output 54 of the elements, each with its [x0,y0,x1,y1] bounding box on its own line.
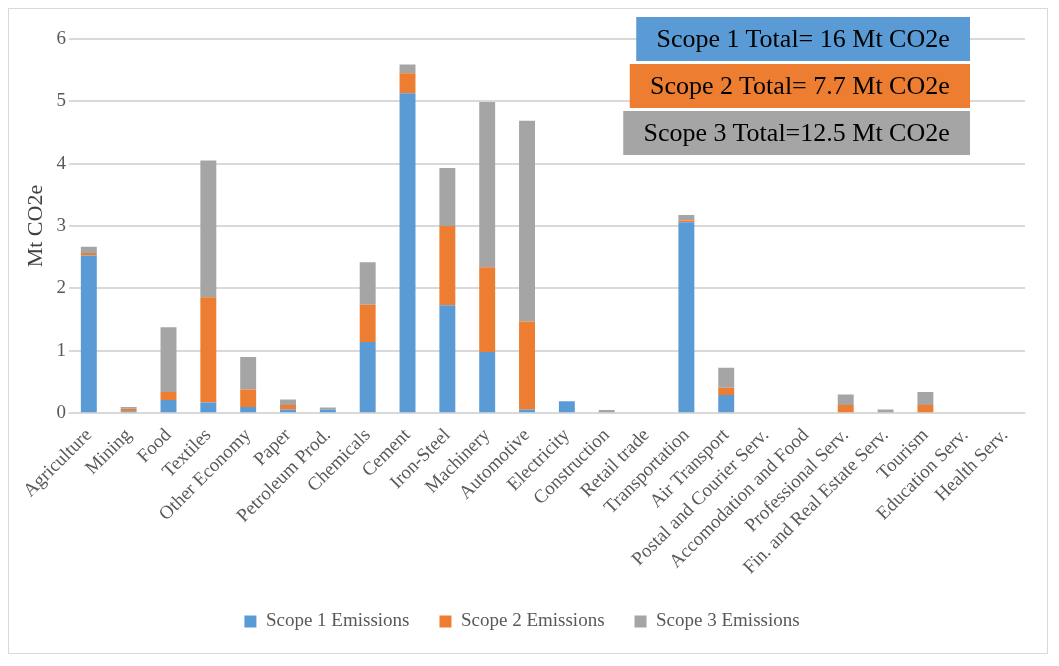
y-tick-label: 2 [56,276,66,298]
bar [280,405,296,410]
y-axis-title: Mt CO2e [21,184,47,268]
bar [240,406,257,413]
bar [359,262,376,305]
bar [877,409,894,413]
bar [837,394,854,406]
bar [240,357,257,390]
bar [359,342,376,413]
bar [718,367,735,388]
bar [479,101,496,268]
y-tick-label: 0 [56,401,66,423]
legend-label: Scope 3 Emissions [656,609,800,631]
bar [917,392,934,406]
bar [160,392,177,401]
bar [479,352,496,413]
bar [80,246,97,253]
bar [558,401,575,413]
bar [359,304,376,343]
bar [280,409,296,413]
annotation: Scope 2 Total= 7.7 Mt CO2e [649,70,950,100]
bar [718,395,735,413]
bar [917,405,934,413]
y-tick-label: 3 [56,214,66,236]
bar [519,120,535,322]
bar [160,327,177,392]
bar [160,400,177,413]
legend-label: Scope 2 Emissions [460,609,605,631]
bar [399,93,416,413]
bar [479,267,496,353]
bar [519,409,535,413]
bar [280,399,296,406]
bar [80,255,97,413]
y-tick-label: 4 [56,151,67,173]
bar [837,405,854,413]
bar [240,389,257,407]
bar [718,387,735,396]
bar [200,297,217,403]
bar [519,321,535,410]
annotation: Scope 3 Total=12.5 Mt CO2e [643,117,950,147]
bar [399,73,416,94]
bar [678,222,695,413]
bar [439,168,456,227]
legend-label: Scope 1 Emissions [265,609,410,631]
y-tick-label: 5 [56,89,66,111]
bar [439,226,456,306]
bar [678,214,695,221]
annotation: Scope 1 Total= 16 Mt CO2e [656,23,950,53]
bar [439,305,456,413]
bar [200,402,217,413]
y-tick-label: 6 [56,26,66,48]
bar [598,410,615,413]
bar [200,160,217,298]
y-tick-label: 1 [56,338,66,360]
